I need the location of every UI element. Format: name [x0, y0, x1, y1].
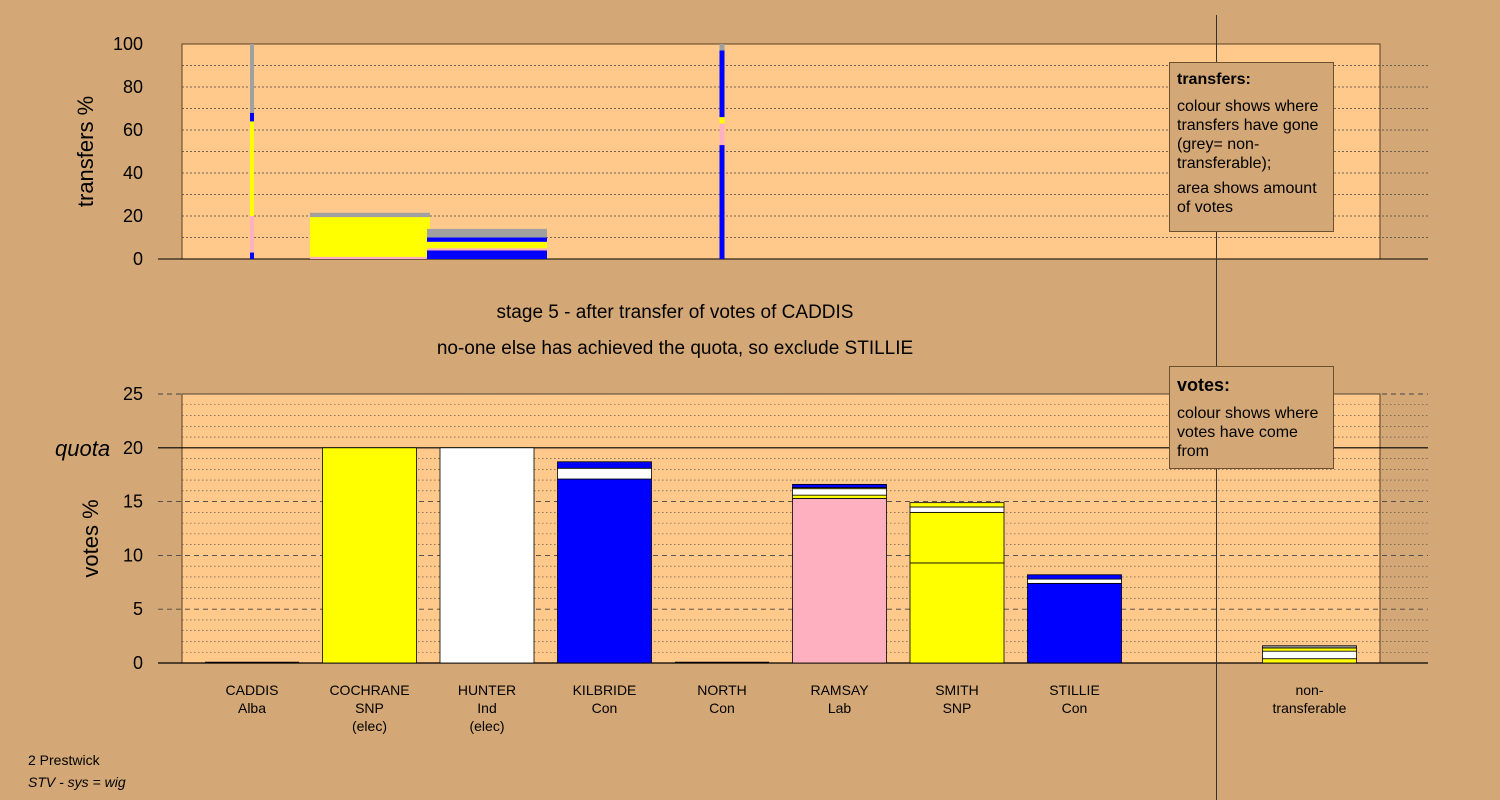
category-label: COCHRANE [329, 682, 409, 698]
transfers-tick-label: 40 [123, 163, 143, 183]
stage-title: stage 5 - after transfer of votes of CAD… [497, 302, 854, 323]
category-label: SNP [943, 700, 972, 716]
transfer-segment-caddis [250, 112, 254, 122]
category-label: Lab [828, 700, 852, 716]
vote-segment [792, 483, 887, 489]
transfers-legend-colour-note: colour shows where transfers have gone (… [1177, 98, 1319, 172]
transfers-axis-label: transfers % [73, 96, 98, 207]
category-label: KILBRIDE [573, 682, 637, 698]
transfers-tick-label: 0 [133, 249, 143, 269]
category-label: NORTH [697, 682, 747, 698]
category-label: Ind [477, 700, 496, 716]
votes-tick-label: 0 [133, 653, 143, 673]
votes-tick-label: 20 [123, 438, 143, 458]
stage-subtitle: no-one else has achieved the quota, so e… [437, 338, 913, 359]
transfer-segment-hunter [427, 237, 547, 242]
votes-tick-label: 25 [123, 384, 143, 404]
vote-segment [1027, 582, 1122, 664]
votes-axis-label: votes % [78, 499, 103, 577]
footer-system: STV - sys = wig [28, 774, 126, 790]
transfer-segment-caddis [250, 252, 254, 259]
transfer-segment-caddis [250, 44, 254, 113]
transfers-legend: transfers: colour shows where transfers … [1169, 62, 1334, 232]
vote-segment [909, 502, 1005, 508]
category-label: (elec) [352, 718, 387, 734]
vote-segment [1262, 647, 1357, 652]
votes-legend-colour-note: colour shows where votes have come from [1177, 405, 1319, 460]
votes-tick-label: 5 [133, 599, 143, 619]
vote-segment [557, 461, 652, 469]
vote-segment [1262, 645, 1357, 649]
transfers-legend-area-note: area shows amount of votes [1177, 180, 1317, 216]
category-label: (elec) [469, 718, 504, 734]
vote-segment [1262, 658, 1357, 664]
category-label: non- [1295, 682, 1323, 698]
transfers-tick-label: 100 [113, 34, 143, 54]
transfer-segment-cochrane [310, 217, 430, 257]
footer-location: 2 Prestwick [28, 752, 100, 768]
transfers-legend-title: transfers: [1177, 71, 1251, 88]
vote-segment [909, 562, 1005, 664]
vote-segment [557, 478, 652, 664]
transfer-segment-north [719, 145, 725, 259]
category-label: HUNTER [458, 682, 516, 698]
vote-segment [1262, 650, 1357, 660]
category-label: Con [592, 700, 618, 716]
transfer-segment-north [719, 50, 725, 118]
category-label: CADDIS [226, 682, 279, 698]
quota-label: quota [55, 436, 110, 461]
transfer-segment-caddis [250, 121, 254, 216]
votes-tick-label: 15 [123, 492, 143, 512]
transfers-tick-label: 60 [123, 120, 143, 140]
vote-segment [557, 467, 652, 480]
votes-chart: 0 5 10 15 20 25 quota votes % CADDIS Alba COCHRANE… [55, 384, 1428, 734]
category-label: Con [709, 700, 735, 716]
category-label: STILLIE [1049, 682, 1100, 698]
category-label: Alba [238, 700, 266, 716]
transfer-segment-north [719, 123, 725, 146]
transfer-segment-hunter [427, 250, 547, 259]
votes-tick-label: 10 [123, 545, 143, 565]
vote-segment [1027, 578, 1122, 584]
category-label: SNP [355, 700, 384, 716]
transfer-segment-hunter [427, 228, 547, 238]
vote-segment [792, 497, 887, 664]
category-label: RAMSAY [810, 682, 869, 698]
transfer-segment-hunter [427, 241, 547, 249]
transfer-segment-north [719, 44, 725, 51]
vote-segment [909, 506, 1005, 513]
transfer-segment-north [719, 117, 725, 124]
votes-legend: votes: colour shows where votes have com… [1169, 366, 1334, 469]
transfer-segment-cochrane [310, 256, 430, 259]
category-label: Con [1062, 700, 1088, 716]
transfers-tick-label: 80 [123, 77, 143, 97]
vote-segment [439, 447, 535, 664]
vote-segment [1027, 574, 1122, 580]
category-label: SMITH [935, 682, 979, 698]
transfers-tick-label: 20 [123, 206, 143, 226]
transfer-segment-hunter [427, 248, 547, 251]
votes-legend-title: votes: [1177, 375, 1231, 395]
vote-segment [909, 511, 1005, 564]
vote-segment [322, 447, 417, 664]
vote-segment [792, 494, 887, 499]
transfer-segment-cochrane [310, 212, 430, 218]
transfer-segment-caddis [250, 216, 254, 253]
vote-segment [792, 488, 887, 496]
category-label: transferable [1273, 700, 1347, 716]
